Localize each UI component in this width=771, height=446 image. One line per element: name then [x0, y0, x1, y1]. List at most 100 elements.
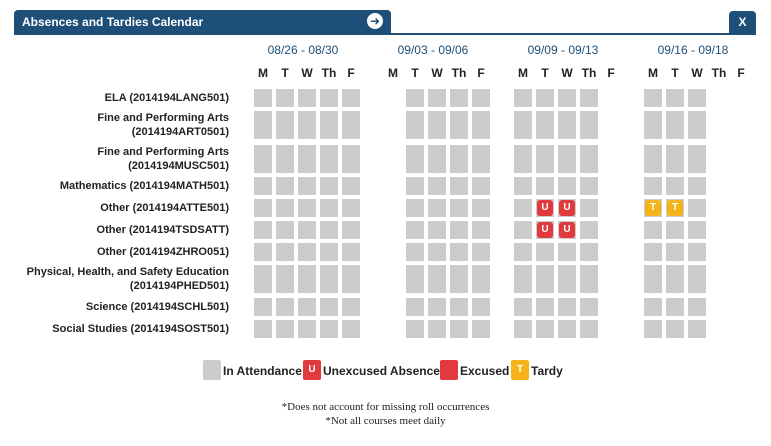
attendance-cell	[688, 111, 706, 139]
attendance-cell	[558, 177, 576, 195]
attendance-cell	[688, 177, 706, 195]
course-label: Other (2014194ATTE501)	[20, 201, 229, 215]
attendance-cell	[644, 243, 662, 261]
course-code: (2014194MUSC501)	[128, 160, 229, 172]
attendance-cell	[472, 111, 490, 139]
attendance-cell	[514, 298, 532, 316]
course-label: Fine and Performing Arts (2014194MUSC501)	[20, 145, 229, 173]
course-name: Fine and Performing Arts	[97, 146, 229, 158]
attendance-cell	[688, 145, 706, 173]
day-label: W	[431, 66, 443, 80]
attendance-cell	[580, 111, 598, 139]
legend-excused-swatch	[440, 360, 458, 380]
course-label: Science (2014194SCHL501)	[20, 300, 229, 314]
attendance-cell	[688, 243, 706, 261]
course-label: Other (2014194ZHRO051)	[20, 245, 229, 259]
attendance-cell	[558, 298, 576, 316]
header-divider	[14, 33, 756, 35]
attendance-cell	[298, 243, 316, 261]
attendance-cell	[342, 265, 360, 293]
course-label: Physical, Health, and Safety Education (2…	[20, 265, 229, 293]
attendance-cell	[320, 145, 338, 173]
course-name: Science (2014194SCHL501)	[85, 301, 229, 313]
attendance-cell	[536, 111, 554, 139]
week-label: 08/26 - 08/30	[267, 43, 339, 57]
course-label: ELA (2014194LANG501)	[20, 91, 229, 105]
course-name: Mathematics (2014194MATH501)	[59, 180, 229, 192]
attendance-cell	[298, 320, 316, 338]
attendance-cell	[254, 265, 272, 293]
attendance-cell	[666, 145, 684, 173]
attendance-cell	[298, 199, 316, 217]
footnote-roll: *Does not account for missing roll occur…	[281, 401, 490, 413]
attendance-cell	[320, 320, 338, 338]
attendance-cell	[320, 89, 338, 107]
attendance-cell	[428, 221, 446, 239]
day-label: Th	[321, 66, 337, 80]
attendance-cell	[536, 243, 554, 261]
legend-tardy-label: Tardy	[531, 364, 563, 378]
day-label: Th	[711, 66, 727, 80]
attendance-cell	[428, 298, 446, 316]
attendance-cell	[406, 243, 424, 261]
attendance-cell	[298, 298, 316, 316]
attendance-cell	[450, 265, 468, 293]
attendance-cell	[276, 177, 294, 195]
attendance-cell	[472, 145, 490, 173]
attendance-cell	[276, 243, 294, 261]
attendance-cell	[450, 199, 468, 217]
course-code: (2014194PHED501)	[129, 280, 229, 292]
attendance-cell	[320, 221, 338, 239]
attendance-cell	[254, 199, 272, 217]
attendance-cell	[406, 199, 424, 217]
attendance-cell	[450, 243, 468, 261]
attendance-cell	[558, 89, 576, 107]
attendance-cell	[644, 265, 662, 293]
course-name: Other (2014194ZHRO051)	[96, 246, 229, 258]
attendance-cell	[406, 320, 424, 338]
attendance-cell	[536, 89, 554, 107]
attendance-cell	[276, 298, 294, 316]
attendance-cell	[580, 89, 598, 107]
attendance-cell	[536, 145, 554, 173]
course-name: Fine and Performing Arts	[97, 112, 229, 124]
attendance-cell	[342, 177, 360, 195]
day-label: T	[541, 66, 549, 80]
day-label: M	[648, 66, 658, 80]
course-name: Other (2014194TSDSATT)	[96, 224, 229, 236]
course-label: Social Studies (2014194SOST501)	[20, 322, 229, 336]
attendance-cell	[536, 265, 554, 293]
day-label: W	[301, 66, 313, 80]
attendance-cell	[644, 177, 662, 195]
attendance-cell	[688, 320, 706, 338]
attendance-cell	[580, 265, 598, 293]
unexcused-mark: U	[559, 222, 575, 238]
legend-unexcused-label: Unexcused Absence	[323, 364, 440, 378]
attendance-cell	[298, 145, 316, 173]
course-name: Other (2014194ATTE501)	[100, 202, 229, 214]
attendance-cell	[320, 111, 338, 139]
attendance-cell	[254, 221, 272, 239]
attendance-cell	[254, 111, 272, 139]
attendance-cell	[580, 199, 598, 217]
arrow-right-icon[interactable]: ➜	[367, 13, 383, 29]
attendance-cell	[298, 177, 316, 195]
attendance-cell	[514, 177, 532, 195]
day-label: M	[388, 66, 398, 80]
attendance-cell	[666, 221, 684, 239]
attendance-cell	[666, 177, 684, 195]
attendance-cell	[558, 320, 576, 338]
course-label: Other (2014194TSDSATT)	[20, 223, 229, 237]
attendance-cell	[342, 320, 360, 338]
attendance-cell	[342, 199, 360, 217]
attendance-cell	[666, 320, 684, 338]
close-button[interactable]: X	[729, 11, 756, 33]
attendance-cell	[666, 111, 684, 139]
attendance-cell	[320, 177, 338, 195]
attendance-cell	[428, 265, 446, 293]
unexcused-mark: U	[537, 200, 553, 216]
attendance-cell	[580, 298, 598, 316]
attendance-cell	[276, 320, 294, 338]
attendance-cell	[428, 177, 446, 195]
attendance-cell	[254, 145, 272, 173]
